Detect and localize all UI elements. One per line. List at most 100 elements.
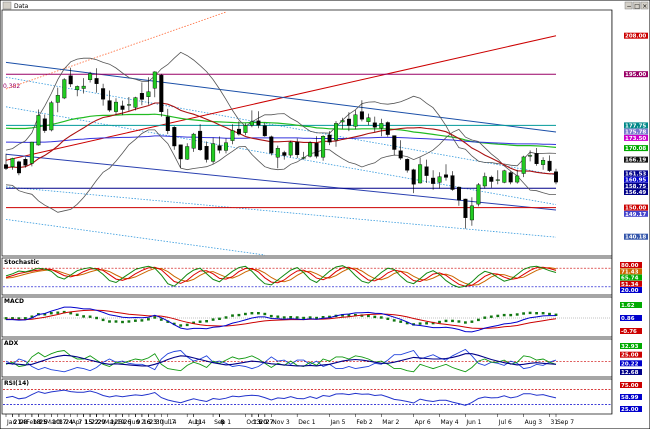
candle-body [489, 176, 494, 182]
price-badge-5: 170.08 [624, 145, 648, 152]
price-badge-text: 170.08 [625, 146, 646, 152]
candle-body [198, 130, 203, 151]
price-badge-text: 161.53 [625, 171, 646, 177]
candle-body [321, 135, 326, 158]
rsi-panel[interactable] [1, 378, 613, 415]
candle-body [502, 170, 507, 183]
candle-3 [23, 157, 28, 168]
candle-body [476, 184, 481, 205]
dotted-trendline-0 [5, 76, 557, 176]
adx-badge-text: 12.68 [621, 370, 639, 376]
candle-body [62, 79, 67, 99]
candle-81 [528, 150, 533, 162]
candle-body [353, 114, 358, 127]
price-badge-6: 166.19 [624, 156, 648, 164]
macd-hist-18 [121, 320, 124, 324]
candle-57 [372, 116, 377, 132]
x-tick-label-22: 23 [149, 419, 157, 426]
x-tick-label-36: 29 [98, 419, 106, 426]
x-tick-label-58: Mar 2 [382, 419, 399, 426]
x-tick-label-51: 12 [111, 419, 119, 426]
candle-2 [17, 160, 22, 176]
x-tick-label-37: Oct 6 [246, 419, 262, 426]
candle-33 [217, 136, 222, 154]
macd-hist-47 [308, 316, 312, 319]
x-tick-label-43: 17 [59, 419, 67, 426]
rsi-badge-2: 25.00 [620, 406, 642, 413]
candle-body [249, 121, 254, 126]
close-button[interactable]: × [640, 1, 649, 10]
stochastic-badge-0: 80.00 [620, 262, 642, 269]
macd-hist-16 [108, 320, 111, 323]
x-tick-label-57: 23 [149, 419, 157, 426]
candle-12 [81, 78, 86, 94]
minimize-button[interactable]: − [624, 1, 633, 10]
x-tick-label-8: 17 [59, 419, 67, 426]
candle-21 [139, 82, 144, 106]
candle-body [152, 71, 157, 89]
candle-body [101, 88, 106, 100]
candle-42 [275, 145, 280, 169]
candle-44 [288, 140, 293, 158]
price-badge-bg [624, 71, 648, 78]
x-tick-label-16: 12 [111, 419, 119, 426]
x-tick-label-4: 18 [33, 419, 41, 426]
price-panel[interactable] [1, 9, 613, 257]
candle-body [243, 125, 248, 133]
macd-hist-26 [172, 322, 176, 326]
macd-hist-59 [386, 317, 390, 320]
macd-hist-57 [373, 315, 377, 319]
candle-61 [398, 140, 403, 160]
candle-body [223, 142, 228, 151]
x-tick-label-24: Jul 7 [161, 419, 175, 426]
candle-82 [534, 148, 539, 166]
macd-badge-text: 0.86 [621, 316, 635, 322]
candle-10 [68, 67, 73, 87]
macd-hist-0 [4, 317, 8, 320]
candle-55 [359, 100, 364, 122]
macd-hist-58 [379, 316, 383, 319]
macd-hist-22 [147, 318, 150, 321]
rsi-line [5, 389, 557, 406]
candle-body [372, 122, 377, 128]
x-tick-label-66: 27 [266, 419, 274, 426]
x-tick-label-73: 15 [85, 419, 93, 426]
window-title: Data [14, 3, 29, 10]
candle-body [165, 116, 170, 132]
candle-37 [243, 123, 248, 136]
candle-body [3, 164, 8, 169]
window-menu-icon[interactable] [2, 1, 12, 10]
adx-badge-2: 20.22 [620, 360, 642, 367]
price-plot [3, 11, 559, 256]
candle-46 [301, 151, 306, 160]
macd-hist-45 [295, 316, 299, 319]
macd-hist-37 [244, 312, 247, 316]
macd-hist-62 [405, 321, 409, 325]
maximize-button[interactable]: □ [632, 1, 641, 10]
adx-badge-bg [620, 360, 642, 367]
candle-13 [88, 71, 93, 83]
candle-body [159, 74, 164, 112]
price-badge-bg [624, 170, 648, 177]
macd-panel[interactable] [1, 296, 613, 338]
candle-22 [146, 77, 151, 105]
x-tick-label-0: Jan 14 [6, 419, 26, 426]
price-badge-text: 177.75 [625, 123, 646, 129]
x-tick-label-17: 19 [117, 419, 125, 426]
macd-hist-7 [49, 312, 53, 315]
price-badge-bg [624, 204, 648, 211]
candle-58 [379, 118, 384, 137]
price-badge-0: 208.00 [624, 32, 648, 40]
x-tick-label-19: Jun 2 [129, 419, 145, 426]
candle-body [295, 141, 300, 156]
candle-body [172, 127, 177, 147]
candle-body [437, 176, 442, 183]
candle-body [366, 117, 371, 122]
macd-hist-10 [69, 312, 73, 315]
candle-body [204, 145, 209, 160]
candle-51 [334, 121, 339, 147]
x-tick-label-75: 29 [98, 419, 106, 426]
adx-panel[interactable] [1, 338, 613, 378]
stochastic-badge-4: 20.00 [620, 287, 642, 294]
candle-body [10, 158, 15, 167]
